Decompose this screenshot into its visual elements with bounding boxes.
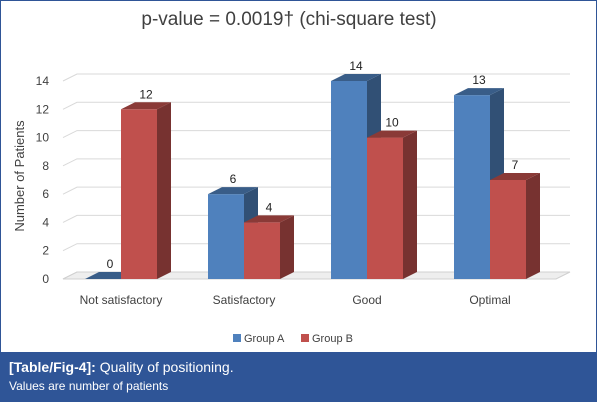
category-label-satisfactory: Satisfactory xyxy=(213,293,276,307)
caption-label: [Table/Fig-4]: xyxy=(9,359,96,375)
bars: 0 12 6 4 14 10 13 7 xyxy=(85,59,540,280)
legend-label-group-a: Group A xyxy=(244,333,285,345)
bar-group-b-not-satisfactory xyxy=(121,102,171,280)
y-tick-label-4: 4 xyxy=(42,215,49,229)
y-axis-ticks: 0 2 4 6 8 10 12 14 xyxy=(36,74,50,286)
legend-swatch-group-a xyxy=(233,334,241,342)
gridline-12 xyxy=(62,101,570,110)
gridlines xyxy=(62,73,571,280)
y-tick-label-2: 2 xyxy=(42,244,49,258)
bar-group-b-optimal xyxy=(490,173,540,279)
legend-swatch-group-b xyxy=(301,334,309,342)
data-label-group-b-not-satisfactory: 12 xyxy=(139,87,153,101)
data-label-group-b-good: 10 xyxy=(385,116,399,130)
bar-group-b-satisfactory xyxy=(244,215,294,279)
chart-title: p-value = 0.0019† (chi-square test) xyxy=(141,9,436,30)
data-label-group-a-optimal: 13 xyxy=(472,73,486,87)
y-tick-label-6: 6 xyxy=(42,187,49,201)
legend-item-group-a: Group A xyxy=(233,333,285,345)
legend-item-group-b: Group B xyxy=(301,333,353,345)
caption-title-line: [Table/Fig-4]: Quality of positioning. xyxy=(9,358,234,376)
y-tick-label-12: 12 xyxy=(36,102,50,116)
y-tick-label-8: 8 xyxy=(42,159,49,173)
data-label-group-a-satisfactory: 6 xyxy=(230,172,237,186)
legend: Group A Group B xyxy=(233,333,353,345)
bar-chart: 0 2 4 6 8 10 12 14 0 12 6 4 14 10 13 7 Not satisfactor… xyxy=(12,9,571,345)
gridline-14 xyxy=(62,73,570,82)
x-axis-categories: Not satisfactory Satisfactory Good Optimal xyxy=(80,293,511,307)
y-tick-label-14: 14 xyxy=(36,74,50,88)
caption-note: Values are number of patients xyxy=(9,379,169,393)
legend-label-group-b: Group B xyxy=(312,333,353,345)
bar-group-b-good xyxy=(367,130,417,279)
figure-caption: [Table/Fig-4]: Quality of positioning. V… xyxy=(1,352,596,401)
y-tick-label-10: 10 xyxy=(36,131,50,145)
data-label-group-b-satisfactory: 4 xyxy=(266,200,273,214)
data-label-group-a-not-satisfactory: 0 xyxy=(107,257,114,271)
data-label-group-a-good: 14 xyxy=(349,59,363,73)
y-axis-label: Number of Patients xyxy=(12,120,27,232)
category-label-not-satisfactory: Not satisfactory xyxy=(80,293,163,307)
y-tick-label-0: 0 xyxy=(42,272,49,286)
category-label-optimal: Optimal xyxy=(469,293,510,307)
category-label-good: Good xyxy=(352,293,381,307)
caption-title: Quality of positioning. xyxy=(95,359,234,375)
data-label-group-b-optimal: 7 xyxy=(512,158,519,172)
